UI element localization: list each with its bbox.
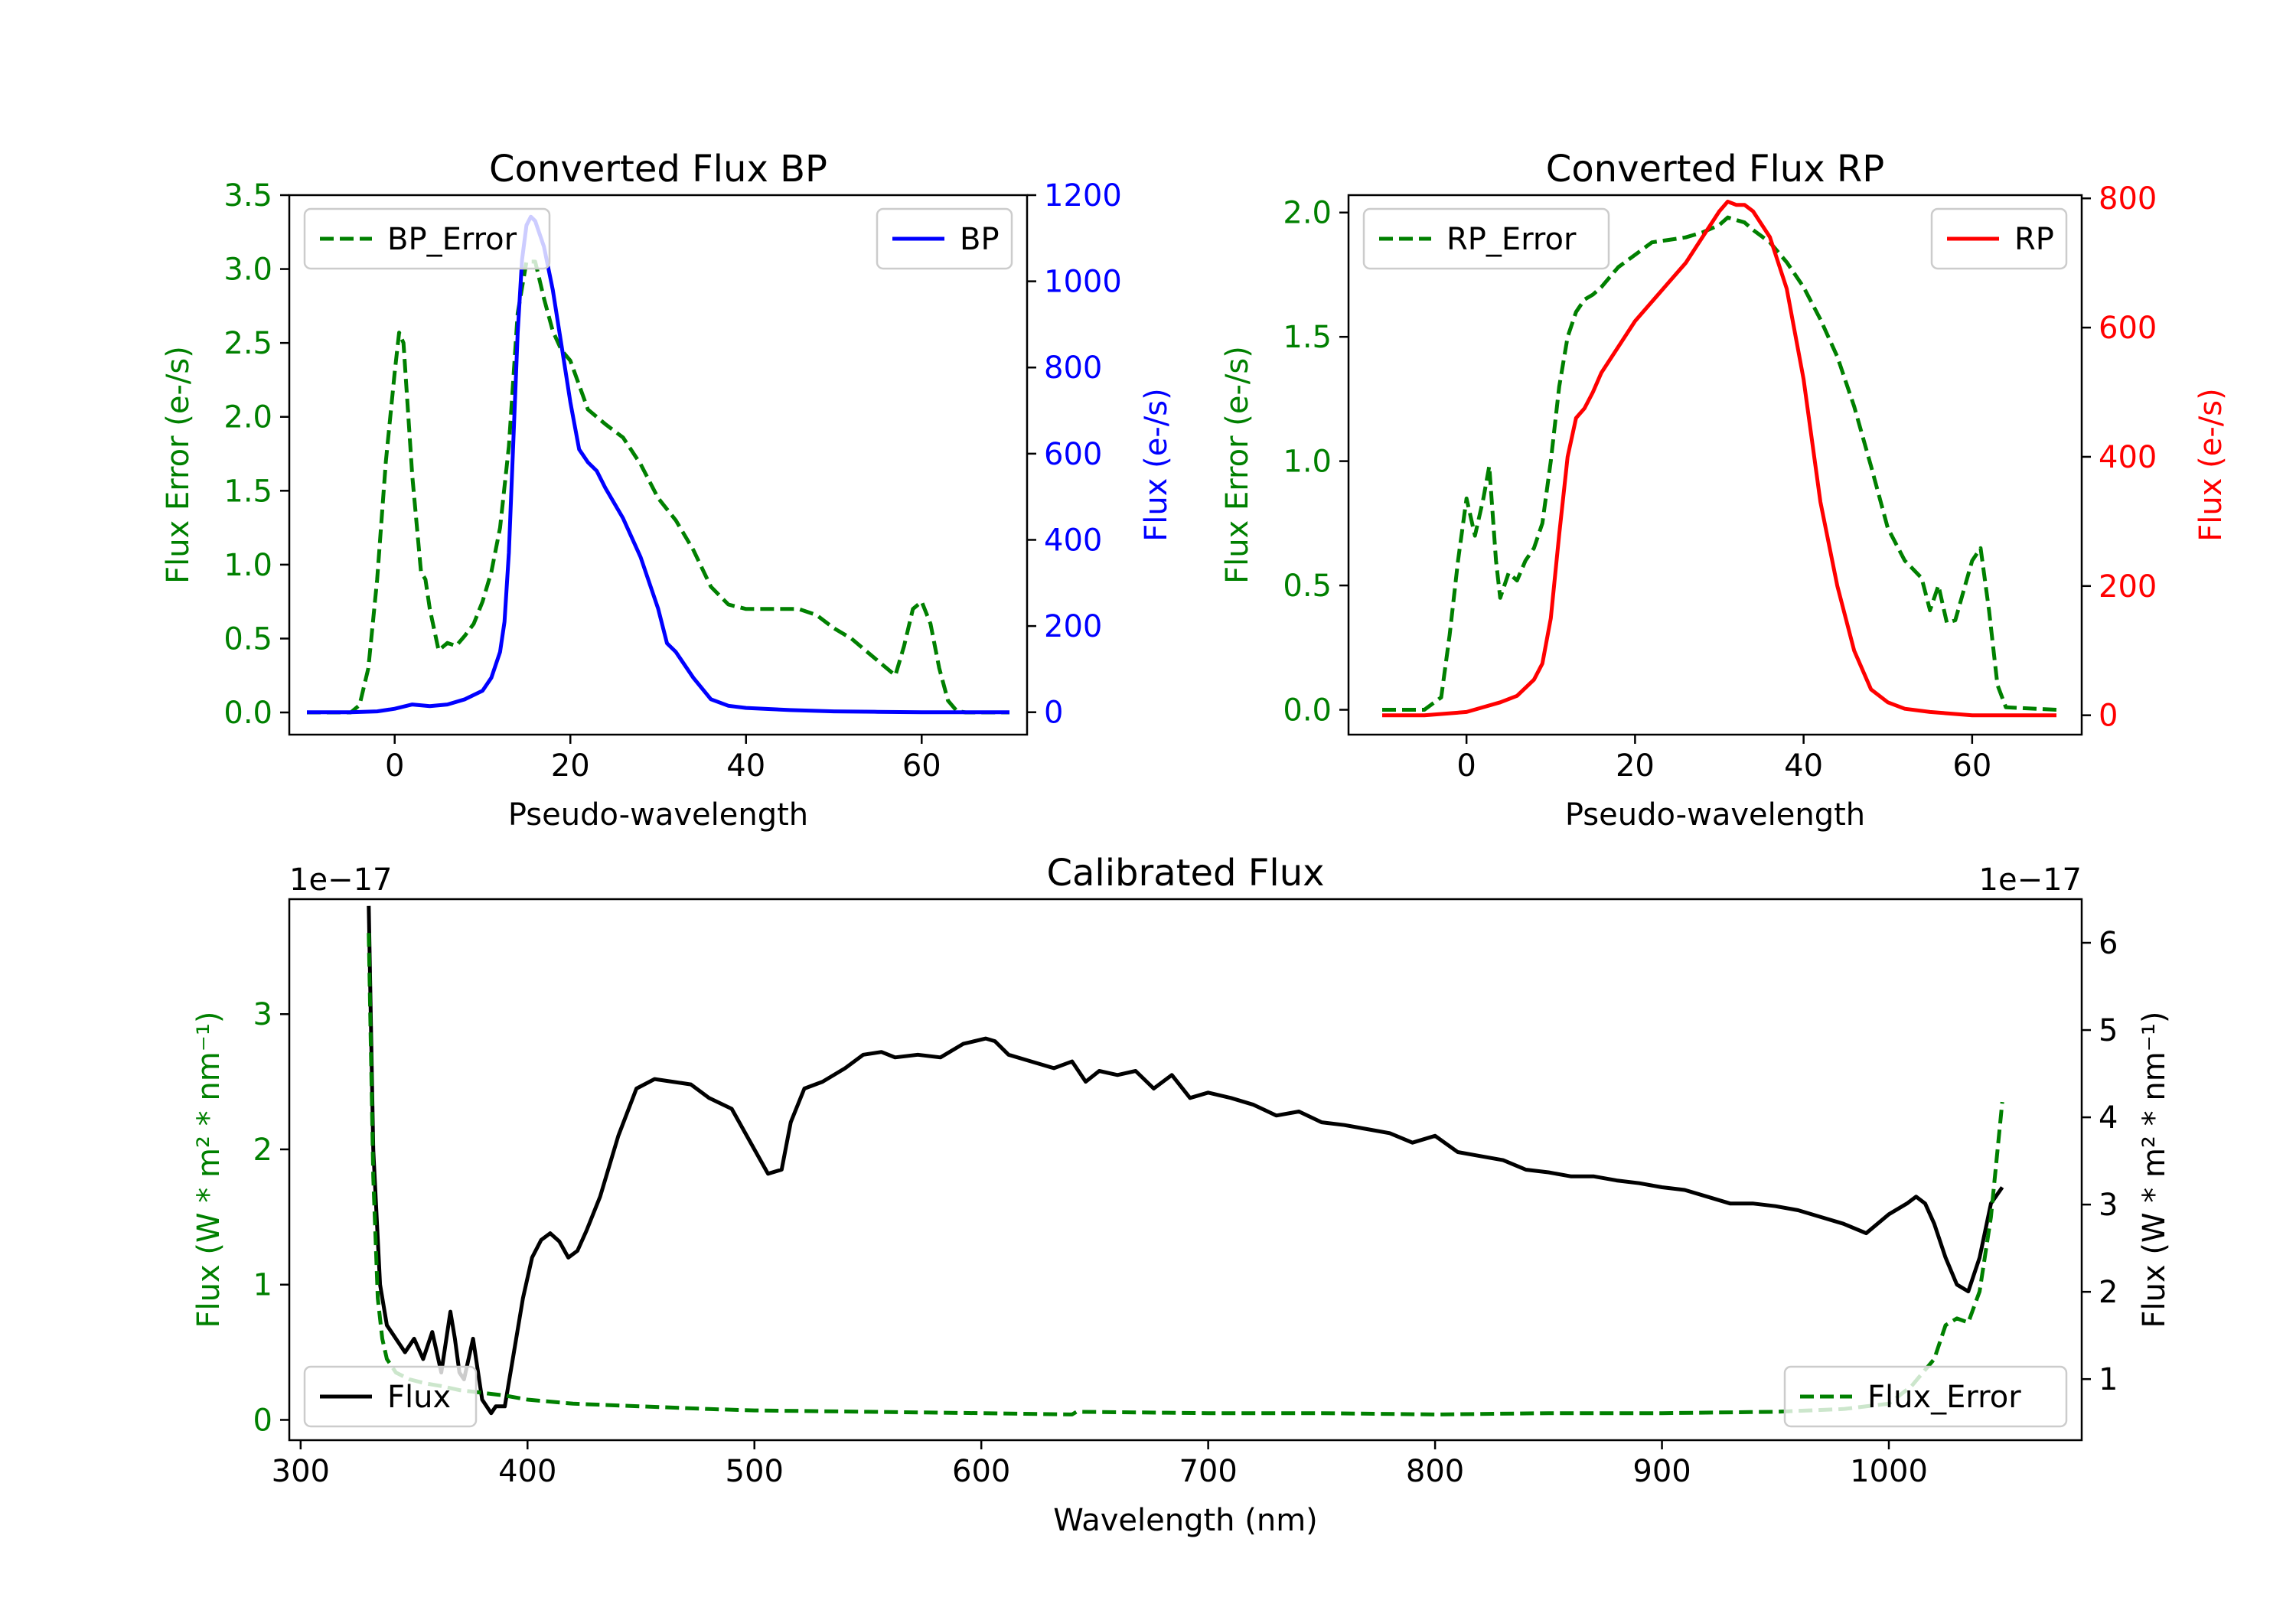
y-right-tick-label: 4 bbox=[2099, 1100, 2118, 1136]
y-left-tick-label: 1 bbox=[253, 1268, 272, 1303]
chart-title: Converted Flux BP bbox=[489, 148, 827, 191]
y-right-axis-label: Flux (e-/s) bbox=[1139, 388, 1174, 541]
x-tick-label: 20 bbox=[1616, 748, 1655, 784]
legend-right: RP bbox=[1930, 207, 2068, 270]
x-axis-label: Wavelength (nm) bbox=[1053, 1503, 1318, 1538]
axes-frame bbox=[1347, 194, 2083, 736]
y-right-offset-label: 1e−17 bbox=[1979, 862, 2082, 898]
x-tick-label: 40 bbox=[1784, 748, 1823, 784]
y-left-tick-label: 0.0 bbox=[223, 696, 272, 731]
legend-label: RP bbox=[2014, 222, 2054, 257]
y-right-tick-label: 200 bbox=[2099, 569, 2157, 605]
y-left-tick-label: 2 bbox=[253, 1133, 272, 1168]
y-left-tick-label: 1.5 bbox=[1283, 320, 1332, 355]
x-tick-label: 0 bbox=[1456, 748, 1476, 784]
axes-frame bbox=[288, 194, 1029, 736]
x-tick-label: 0 bbox=[385, 748, 404, 784]
legend-label: RP_Error bbox=[1446, 222, 1577, 257]
axes-frame bbox=[288, 898, 2083, 1442]
y-left-axis-label: Flux Error (e-/s) bbox=[161, 346, 196, 584]
legend-frame bbox=[303, 207, 551, 270]
legend-frame bbox=[1783, 1365, 2068, 1428]
y-left-tick-label: 2.0 bbox=[223, 400, 272, 435]
series-line-bp-error bbox=[307, 259, 1009, 715]
legend-right: BP bbox=[876, 207, 1013, 270]
y-right-tick-label: 800 bbox=[1044, 350, 1102, 386]
y-left-tick-label: 0.0 bbox=[1283, 693, 1332, 729]
y-right-tick-label: 1 bbox=[2099, 1362, 2118, 1397]
y-right-tick-label: 3 bbox=[2099, 1188, 2118, 1223]
y-left-tick-label: 3.5 bbox=[223, 178, 272, 214]
y-left-tick-label: 3.0 bbox=[223, 253, 272, 288]
y-right-tick-label: 0 bbox=[1044, 696, 1063, 731]
x-tick-label: 60 bbox=[902, 748, 941, 784]
x-tick-label: 400 bbox=[498, 1454, 556, 1489]
y-left-tick-label: 2.0 bbox=[1283, 196, 1332, 231]
y-left-tick-label: 2.5 bbox=[223, 326, 272, 361]
x-axis-label: Pseudo-wavelength bbox=[508, 797, 808, 833]
y-right-tick-label: 0 bbox=[2099, 699, 2118, 734]
x-tick-label: 20 bbox=[551, 748, 590, 784]
y-left-axis-label: Flux Error (e-/s) bbox=[1220, 346, 1255, 584]
y-right-tick-label: 800 bbox=[2099, 181, 2157, 217]
y-right-axis-label: Flux (W * m² * nm⁻¹) bbox=[2137, 1012, 2172, 1328]
legend-left: RP_Error bbox=[1362, 207, 1610, 270]
x-tick-label: 1000 bbox=[1850, 1454, 1928, 1489]
y-left-tick-label: 0.5 bbox=[223, 621, 272, 657]
y-right-axis-label: Flux (e-/s) bbox=[2193, 388, 2229, 541]
y-right-tick-label: 400 bbox=[2099, 440, 2157, 475]
y-left-tick-label: 1.5 bbox=[223, 474, 272, 509]
x-tick-label: 900 bbox=[1632, 1454, 1691, 1489]
y-right-tick-label: 400 bbox=[1044, 523, 1102, 558]
x-tick-label: 700 bbox=[1179, 1454, 1237, 1489]
y-left-tick-label: 0.5 bbox=[1283, 569, 1332, 604]
panel-converted-flux-bp: 0 20 40 60 0.0 0.5 1.0 1.5 2.0 2.5 3.0 3.5 0 200 400 60… bbox=[161, 148, 1174, 833]
x-tick-label: 600 bbox=[952, 1454, 1010, 1489]
y-left-tick-label: 0 bbox=[253, 1403, 272, 1438]
y-right-tick-label: 5 bbox=[2099, 1013, 2118, 1048]
x-tick-label: 800 bbox=[1406, 1454, 1464, 1489]
series-line-rp bbox=[1382, 199, 2056, 718]
x-axis-label: Pseudo-wavelength bbox=[1565, 797, 1865, 833]
y-right-tick-label: 600 bbox=[2099, 311, 2157, 346]
y-right-tick-label: 200 bbox=[1044, 609, 1102, 644]
legend-frame bbox=[303, 1365, 478, 1428]
legend-label: BP bbox=[960, 222, 1000, 257]
panel-converted-flux-rp: 0 20 40 60 0.0 0.5 1.0 1.5 2.0 0 200 400 600 800 Conve… bbox=[1220, 148, 2229, 833]
y-left-tick-label: 1.0 bbox=[223, 548, 272, 583]
chart-title: Calibrated Flux bbox=[1046, 852, 1324, 895]
x-tick-label: 40 bbox=[726, 748, 765, 784]
legend-label: Flux bbox=[387, 1380, 451, 1415]
panel-calibrated-flux: 300 400 500 600 700 800 900 1000 0 1 2 3 1 2 3 4 5 6 Calib… bbox=[191, 852, 2172, 1538]
legend-left: BP_Error bbox=[303, 207, 551, 270]
legend-frame bbox=[1362, 207, 1610, 270]
y-right-tick-label: 1000 bbox=[1044, 265, 1122, 300]
y-right-tick-label: 2 bbox=[2099, 1275, 2118, 1310]
series-line-flux bbox=[367, 905, 2004, 1416]
x-tick-label: 500 bbox=[726, 1454, 784, 1489]
x-tick-label: 300 bbox=[272, 1454, 330, 1489]
y-left-tick-label: 1.0 bbox=[1283, 445, 1332, 480]
series-line-bp bbox=[307, 214, 1009, 715]
y-right-tick-label: 600 bbox=[1044, 437, 1102, 472]
y-right-tick-label: 6 bbox=[2099, 926, 2118, 961]
series-line-rp-error bbox=[1382, 215, 2057, 712]
x-tick-label: 60 bbox=[1952, 748, 1991, 784]
y-left-tick-label: 3 bbox=[253, 997, 272, 1032]
chart-title: Converted Flux RP bbox=[1546, 148, 1884, 191]
legend-label: Flux_Error bbox=[1867, 1380, 2021, 1415]
y-right-tick-label: 1200 bbox=[1044, 178, 1122, 214]
y-left-offset-label: 1e−17 bbox=[289, 862, 392, 898]
legend-right: Flux_Error bbox=[1783, 1365, 2068, 1428]
legend-label: BP_Error bbox=[387, 222, 517, 257]
y-left-axis-label: Flux (W * m² * nm⁻¹) bbox=[191, 1012, 227, 1328]
legend-left: Flux bbox=[303, 1365, 478, 1428]
